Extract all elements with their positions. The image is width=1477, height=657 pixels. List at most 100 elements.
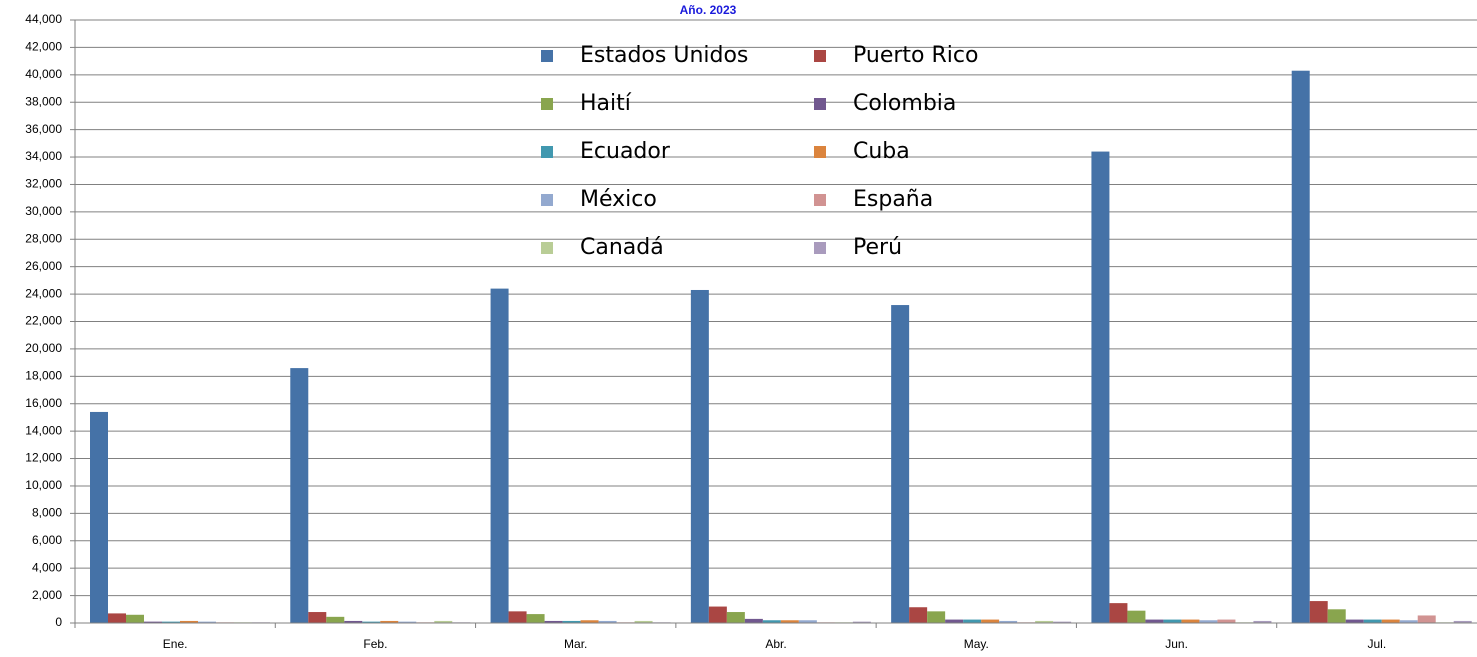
y-tick-label: 40,000: [25, 67, 62, 81]
bar: [927, 611, 946, 623]
bar: [945, 619, 964, 623]
bar: [744, 618, 763, 623]
bar: [1145, 619, 1164, 623]
y-tick-label: 20,000: [25, 341, 62, 355]
bar: [1163, 619, 1182, 623]
chart-title: Año. 2023: [680, 3, 737, 17]
y-tick-label: 12,000: [25, 451, 62, 465]
x-tick-label: Mar.: [564, 637, 587, 651]
bar: [144, 621, 162, 623]
legend-swatch: [541, 194, 553, 206]
bar: [1181, 619, 1200, 623]
bar: [180, 620, 198, 623]
legend-label: Perú: [853, 235, 902, 260]
legend-swatch: [814, 50, 826, 62]
legend-swatch: [541, 242, 553, 254]
y-tick-label: 14,000: [25, 423, 62, 437]
legend-label: España: [853, 187, 933, 212]
legend-label: Canadá: [580, 235, 664, 260]
bar: [490, 288, 509, 623]
legend-label: Ecuador: [580, 139, 671, 164]
bar: [326, 616, 345, 623]
x-tick-label: Ene.: [163, 637, 188, 651]
legend-label: México: [580, 187, 657, 212]
legend-swatch: [814, 146, 826, 158]
bar: [963, 619, 982, 623]
bar: [1363, 619, 1382, 623]
y-tick-label: 8,000: [32, 506, 62, 520]
x-tick-label: Feb.: [363, 637, 387, 651]
bar: [308, 612, 327, 623]
y-tick-label: 16,000: [25, 396, 62, 410]
bar: [1217, 619, 1236, 623]
bar: [690, 289, 709, 623]
legend-swatch: [814, 194, 826, 206]
x-tick-label: Abr.: [765, 637, 786, 651]
bar: [1381, 619, 1400, 623]
bar: [999, 620, 1018, 623]
bar: [598, 620, 617, 623]
legend-label: Haití: [580, 91, 632, 116]
bar: [1345, 619, 1364, 623]
y-tick-label: 10,000: [25, 478, 62, 492]
bar: [162, 621, 180, 623]
x-tick-label: Jul.: [1368, 637, 1387, 651]
bar: [708, 606, 727, 623]
bar: [1417, 615, 1436, 623]
bar: [290, 368, 309, 623]
bar: [852, 621, 871, 623]
bar: [909, 607, 928, 623]
y-tick-label: 30,000: [25, 204, 62, 218]
bar: [1091, 151, 1110, 623]
bar: [1453, 620, 1472, 623]
y-tick-label: 32,000: [25, 177, 62, 191]
bar: [981, 619, 1000, 623]
y-tick-label: 44,000: [25, 12, 62, 26]
legend-swatch: [541, 98, 553, 110]
bar: [891, 305, 910, 623]
bar: [580, 620, 599, 623]
bar: [1109, 603, 1128, 623]
legend-swatch: [814, 242, 826, 254]
bar: [90, 411, 108, 623]
bar: [798, 620, 817, 623]
y-tick-label: 22,000: [25, 314, 62, 328]
bar: [526, 614, 545, 623]
x-tick-label: Jun.: [1165, 637, 1188, 651]
y-tick-label: 4,000: [32, 560, 62, 574]
y-tick-label: 26,000: [25, 259, 62, 273]
y-tick-label: 28,000: [25, 231, 62, 245]
bar: [398, 621, 417, 623]
bar: [1199, 620, 1218, 623]
bar: [634, 620, 653, 623]
legend-swatch: [814, 98, 826, 110]
y-tick-label: 6,000: [32, 533, 62, 547]
bar: [508, 611, 527, 623]
legend-swatch: [541, 146, 553, 158]
bar: [1053, 621, 1072, 623]
bar: [198, 621, 216, 623]
bar: [1327, 609, 1346, 623]
y-tick-label: 38,000: [25, 94, 62, 108]
bar: [344, 620, 363, 623]
y-tick-label: 18,000: [25, 368, 62, 382]
bar: [1035, 620, 1054, 623]
legend-label: Puerto Rico: [853, 43, 978, 68]
bar: [762, 620, 781, 623]
legend-label: Colombia: [853, 91, 956, 116]
bar: [108, 613, 126, 623]
bar: [1399, 620, 1418, 623]
bar: [562, 620, 581, 623]
bar: [544, 620, 563, 623]
bar: [362, 621, 381, 623]
bar: [434, 620, 453, 623]
bar: [126, 614, 144, 623]
x-tick-label: May.: [964, 637, 989, 651]
bar: [380, 620, 399, 623]
bar: [726, 612, 745, 623]
legend-label: Estados Unidos: [580, 43, 748, 68]
y-tick-label: 34,000: [25, 149, 62, 163]
legend-label: Cuba: [853, 139, 910, 164]
